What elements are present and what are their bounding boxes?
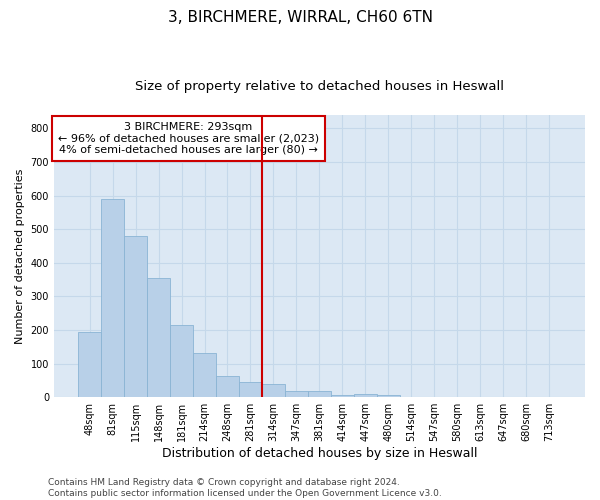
Bar [331, 395, 354, 397]
Bar [193, 353, 216, 397]
Text: 3, BIRCHMERE, WIRRAL, CH60 6TN: 3, BIRCHMERE, WIRRAL, CH60 6TN [167, 10, 433, 25]
Bar [170, 325, 193, 397]
Bar [124, 236, 147, 397]
Bar [308, 392, 331, 397]
Bar [239, 382, 262, 397]
Text: Contains HM Land Registry data © Crown copyright and database right 2024.
Contai: Contains HM Land Registry data © Crown c… [48, 478, 442, 498]
Bar [147, 278, 170, 397]
Bar [262, 384, 285, 397]
Text: 3 BIRCHMERE: 293sqm
← 96% of detached houses are smaller (2,023)
4% of semi-deta: 3 BIRCHMERE: 293sqm ← 96% of detached ho… [58, 122, 319, 155]
Bar [101, 199, 124, 397]
X-axis label: Distribution of detached houses by size in Heswall: Distribution of detached houses by size … [162, 447, 477, 460]
Bar [216, 376, 239, 397]
Bar [377, 394, 400, 397]
Bar [354, 394, 377, 397]
Bar [78, 332, 101, 397]
Title: Size of property relative to detached houses in Heswall: Size of property relative to detached ho… [135, 80, 504, 93]
Bar [285, 392, 308, 397]
Y-axis label: Number of detached properties: Number of detached properties [15, 168, 25, 344]
